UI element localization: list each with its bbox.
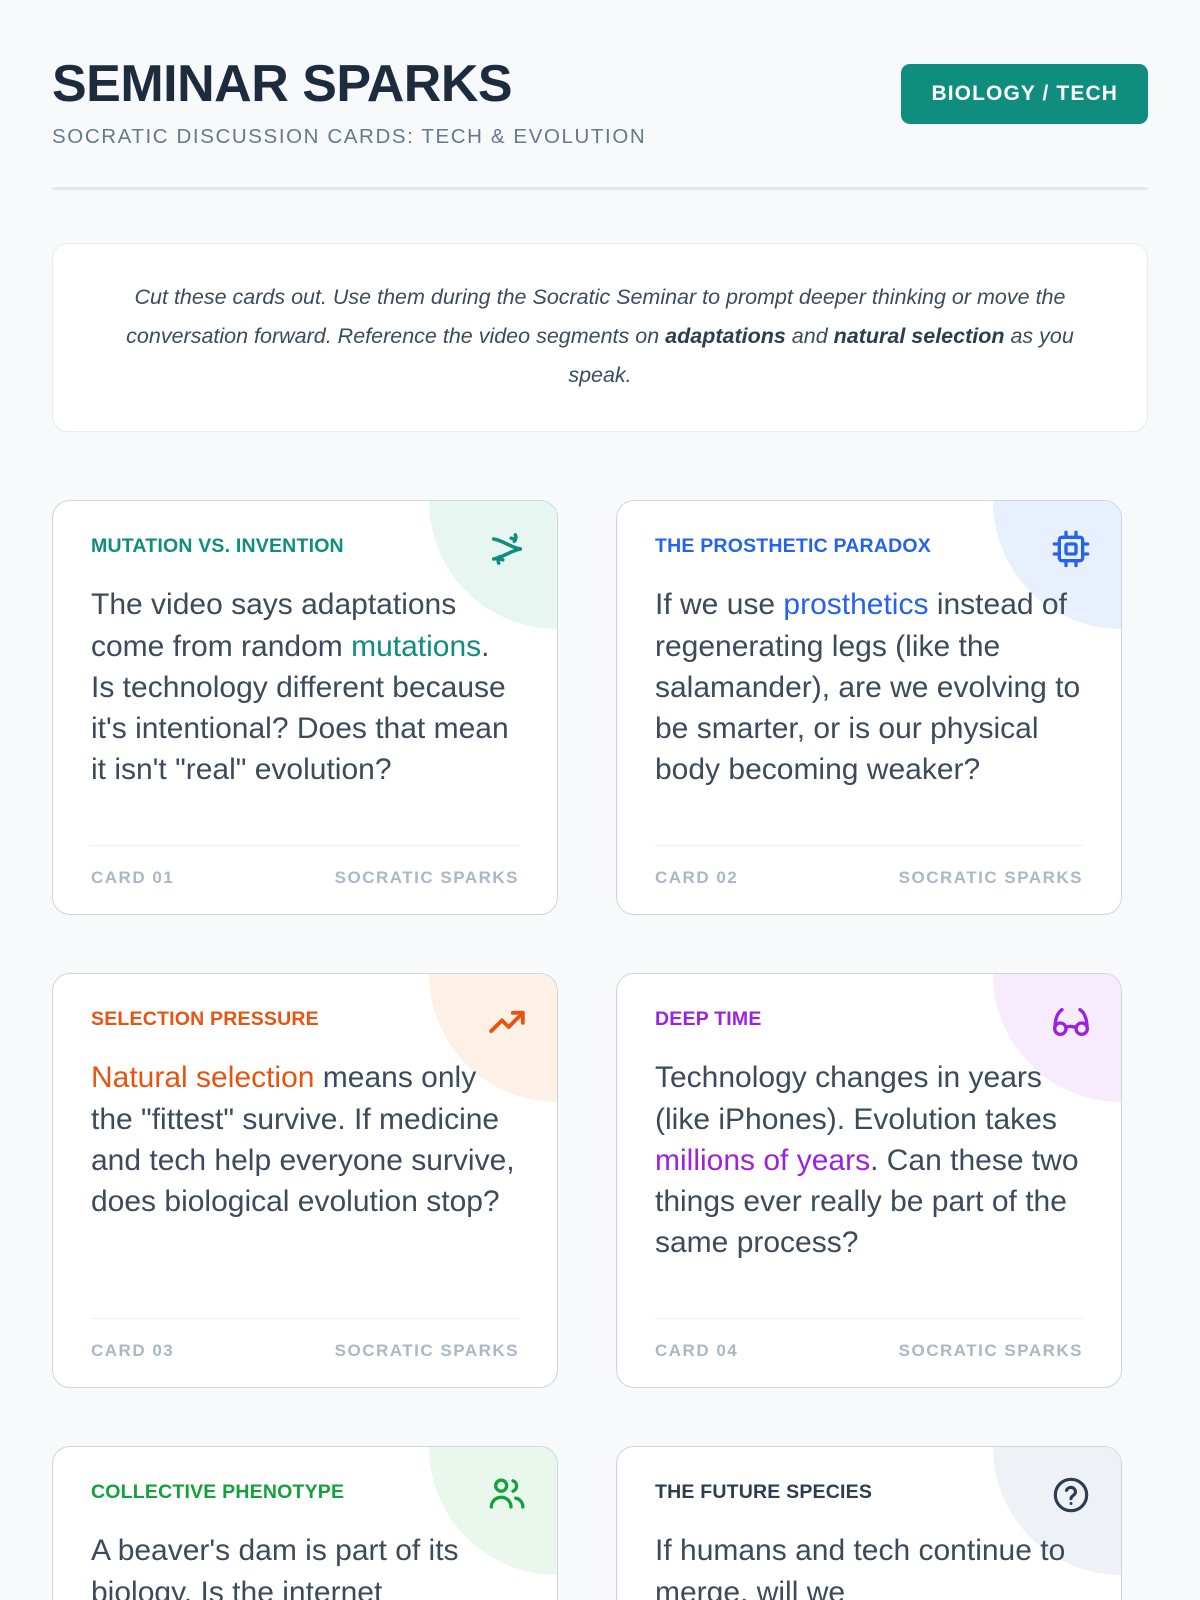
card-text-pre: If we use bbox=[655, 588, 784, 622]
card-text-highlight: Natural selection bbox=[91, 1061, 315, 1095]
page-title: SEMINAR SPARKS bbox=[52, 55, 513, 113]
dna-icon bbox=[487, 529, 527, 569]
card-brand-label: SOCRATIC SPARKS bbox=[334, 868, 519, 888]
instructions-bold-2: natural selection bbox=[833, 324, 1005, 349]
subject-badge[interactable]: BIOLOGY / TECH bbox=[901, 64, 1148, 124]
card-question-text: The video says adaptations come from ran… bbox=[91, 584, 519, 829]
instructions-bold-1: adaptations bbox=[665, 324, 786, 349]
users-icon bbox=[487, 1475, 527, 1515]
card-text-highlight: prosthetics bbox=[783, 588, 929, 622]
card-brand-label: SOCRATIC SPARKS bbox=[898, 868, 1083, 888]
discussion-card[interactable]: COLLECTIVE PHENOTYPE A beaver's dam is pa… bbox=[52, 1446, 558, 1600]
instructions-panel: Cut these cards out. Use them during the… bbox=[52, 243, 1148, 433]
card-number: CARD 04 bbox=[655, 1341, 739, 1361]
card-number: CARD 03 bbox=[91, 1341, 175, 1361]
card-text-post: . Can these two things ever really be pa… bbox=[655, 1143, 1079, 1259]
discussion-card[interactable]: MUTATION VS. INVENTION The video says ada… bbox=[52, 500, 558, 916]
card-title: DEEP TIME bbox=[655, 1008, 762, 1031]
card-question-text: If we use prosthetics instead of regener… bbox=[655, 584, 1083, 829]
card-footer: CARD 02 SOCRATIC SPARKS bbox=[655, 845, 1083, 888]
card-title: SELECTION PRESSURE bbox=[91, 1008, 319, 1031]
card-text-highlight: millions of years bbox=[655, 1143, 871, 1177]
card-text-pre: The video says adaptations come from ran… bbox=[91, 588, 457, 663]
card-title: COLLECTIVE PHENOTYPE bbox=[91, 1481, 345, 1504]
question-circle-icon bbox=[1051, 1475, 1091, 1515]
card-text-highlight: mutations bbox=[351, 629, 482, 663]
card-question-text: If humans and tech continue to merge, wi… bbox=[655, 1530, 1083, 1600]
card-brand-label: SOCRATIC SPARKS bbox=[898, 1341, 1083, 1361]
cpu-chip-icon bbox=[1051, 529, 1091, 569]
page-header: SEMINAR SPARKS SOCRATIC DISCUSSION CARDS… bbox=[52, 48, 1148, 149]
card-footer: CARD 03 SOCRATIC SPARKS bbox=[91, 1318, 519, 1361]
card-question-text: Natural selection means only the "fittes… bbox=[91, 1057, 519, 1302]
card-text-pre: Technology changes in years (like iPhone… bbox=[655, 1061, 1057, 1136]
card-text-pre: If humans and tech continue to merge, wi… bbox=[655, 1534, 1066, 1600]
card-number: CARD 02 bbox=[655, 868, 739, 888]
instructions-text-3: as you speak. bbox=[568, 324, 1074, 388]
instructions-text-2: and bbox=[785, 324, 834, 349]
discussion-card[interactable]: THE FUTURE SPECIES If humans and tech con… bbox=[616, 1446, 1122, 1600]
discussion-card[interactable]: SELECTION PRESSURE Natural selection mean… bbox=[52, 973, 558, 1389]
glasses-icon bbox=[1051, 1002, 1091, 1042]
card-footer: CARD 01 SOCRATIC SPARKS bbox=[91, 845, 519, 888]
card-number: CARD 01 bbox=[91, 868, 175, 888]
page-subtitle: SOCRATIC DISCUSSION CARDS: TECH & EVOLUT… bbox=[52, 125, 647, 149]
discussion-card[interactable]: DEEP TIME Technology changes in years (li… bbox=[616, 973, 1122, 1389]
card-footer: CARD 04 SOCRATIC SPARKS bbox=[655, 1318, 1083, 1361]
trending-up-icon bbox=[487, 1002, 527, 1042]
card-question-text: A beaver's dam is part of its biology. I… bbox=[91, 1530, 519, 1600]
card-brand-label: SOCRATIC SPARKS bbox=[334, 1341, 519, 1361]
card-text-pre: A beaver's dam is part of its biology. I… bbox=[91, 1534, 459, 1600]
card-title: MUTATION VS. INVENTION bbox=[91, 535, 344, 558]
card-question-text: Technology changes in years (like iPhone… bbox=[655, 1057, 1083, 1302]
discussion-card-grid: MUTATION VS. INVENTION The video says ada… bbox=[52, 500, 1148, 1600]
instructions-text-1: Cut these cards out. Use them during the… bbox=[126, 285, 1066, 349]
card-title: THE PROSTHETIC PARADOX bbox=[655, 535, 931, 558]
card-title: THE FUTURE SPECIES bbox=[655, 1481, 873, 1504]
card-text-post: . Is technology different because it's i… bbox=[91, 629, 509, 786]
header-text-group: SEMINAR SPARKS SOCRATIC DISCUSSION CARDS… bbox=[52, 55, 647, 149]
header-divider bbox=[52, 187, 1148, 191]
discussion-card[interactable]: THE PROSTHETIC PARADOX If we use prosthet… bbox=[616, 500, 1122, 916]
card-text-post: means only the "fittest" survive. If med… bbox=[91, 1061, 515, 1218]
